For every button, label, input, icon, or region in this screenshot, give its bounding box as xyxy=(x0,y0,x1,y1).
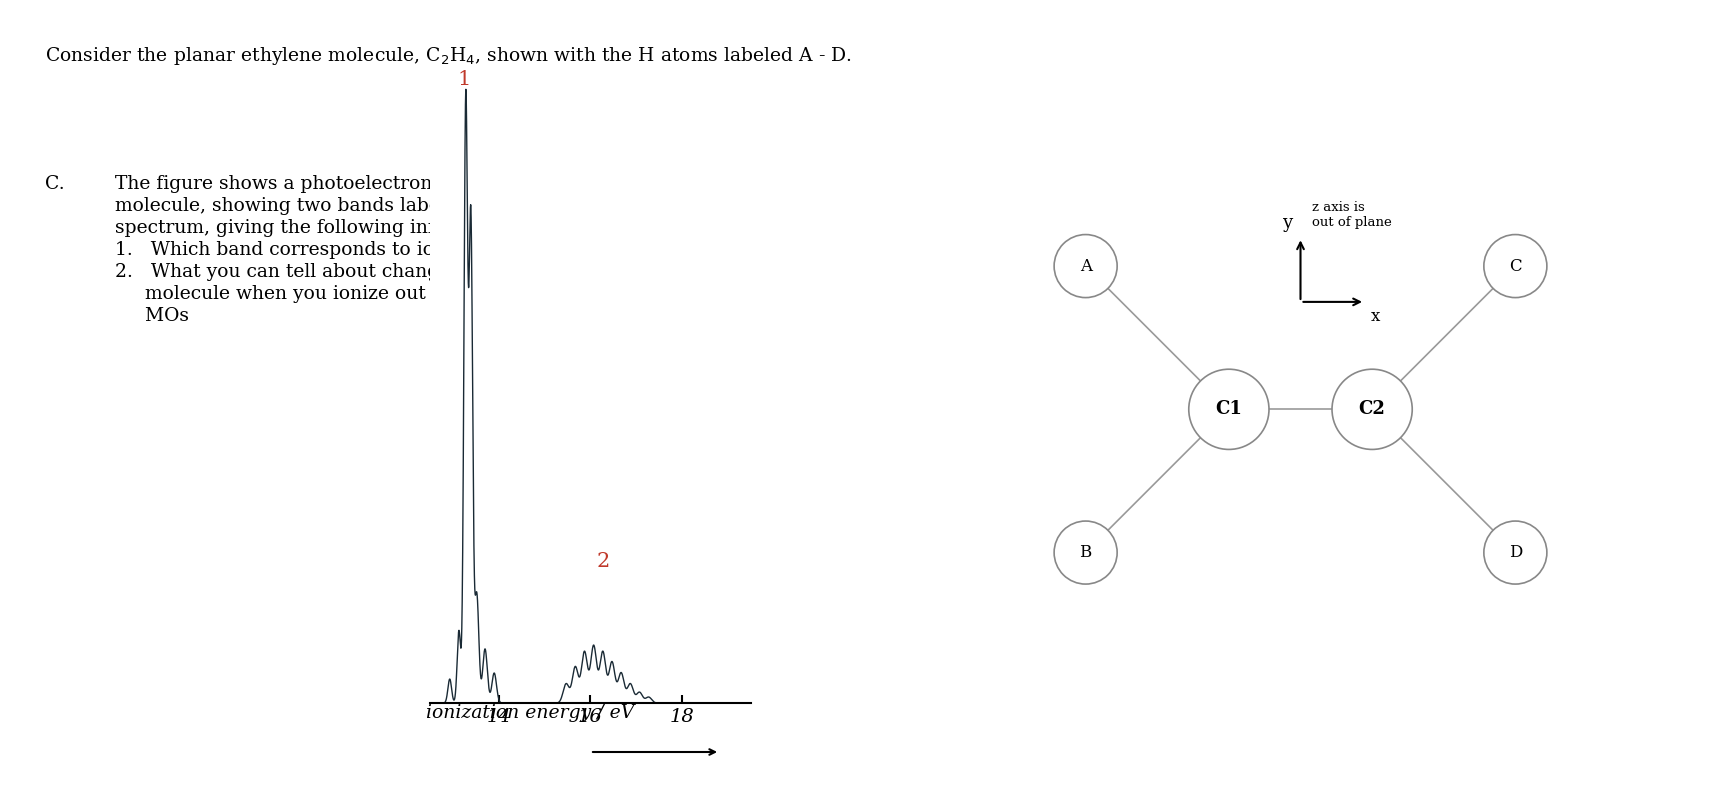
Text: C2: C2 xyxy=(1359,401,1385,419)
Text: C: C xyxy=(1509,258,1522,275)
Text: 1: 1 xyxy=(458,70,470,89)
Circle shape xyxy=(1054,235,1117,298)
Text: molecule, showing two bands labeled 1 and 2.  Discuss the: molecule, showing two bands labeled 1 an… xyxy=(114,197,673,215)
Text: ionization energy / eV: ionization energy / eV xyxy=(427,704,635,722)
Circle shape xyxy=(1332,369,1411,450)
Text: molecule when you ionize out of the two different: molecule when you ionize out of the two … xyxy=(114,285,616,303)
Text: D: D xyxy=(1509,544,1522,561)
Text: z axis is
out of plane: z axis is out of plane xyxy=(1313,201,1392,229)
Text: y: y xyxy=(1281,214,1292,231)
Text: C.: C. xyxy=(45,175,64,193)
Text: spectrum, giving the following information:  [6 pts]: spectrum, giving the following informati… xyxy=(114,219,600,237)
Text: C1: C1 xyxy=(1216,401,1242,419)
Text: B: B xyxy=(1080,544,1092,561)
Circle shape xyxy=(1484,521,1547,584)
Text: x: x xyxy=(1370,307,1380,325)
Text: 2.   What you can tell about changes in the geometry of the: 2. What you can tell about changes in th… xyxy=(114,263,676,281)
Circle shape xyxy=(1484,235,1547,298)
Circle shape xyxy=(1190,369,1269,450)
Circle shape xyxy=(1054,521,1117,584)
Text: 2: 2 xyxy=(596,551,609,570)
Text: 1.   Which band corresponds to ionizing the HOMO.: 1. Which band corresponds to ionizing th… xyxy=(114,241,605,259)
Text: MOs: MOs xyxy=(114,307,189,325)
Text: Consider the planar ethylene molecule, C$_2$H$_4$, shown with the H atoms labele: Consider the planar ethylene molecule, C… xyxy=(45,45,851,67)
Text: The figure shows a photoelectron spectrum for a: The figure shows a photoelectron spectru… xyxy=(114,175,577,193)
Text: A: A xyxy=(1080,258,1092,275)
